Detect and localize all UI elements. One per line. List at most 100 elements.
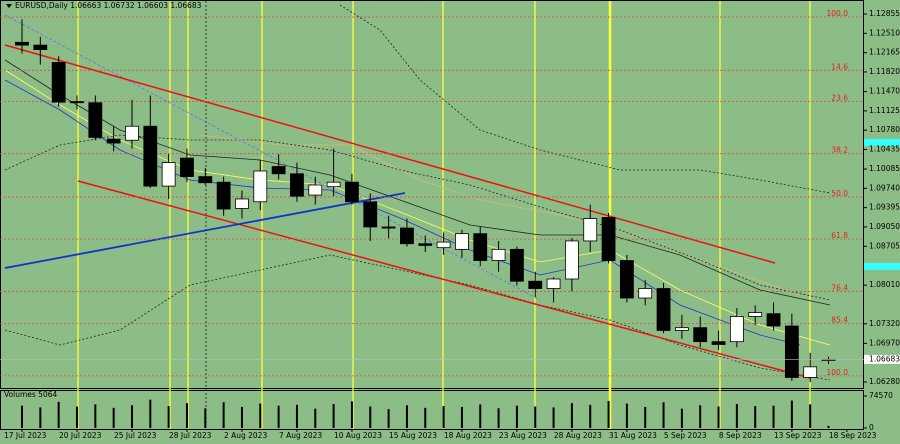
moving-average	[199, 134, 801, 296]
volume-bar	[699, 405, 702, 428]
y-tick-label: 1.10780	[869, 125, 900, 134]
volume-bar	[607, 400, 610, 428]
volume-bar	[75, 406, 78, 428]
volume-bar	[515, 405, 518, 428]
candle-body	[381, 226, 396, 229]
candle-body	[51, 62, 66, 103]
x-tick-label: 28 Jul 2023	[169, 431, 212, 440]
volume-bar	[387, 409, 390, 428]
volume-bar	[479, 404, 482, 428]
bollinger-band	[4, 254, 831, 381]
candle-body	[436, 241, 451, 249]
fib-level-label: 76.4	[831, 283, 848, 292]
y-tick-label: 1.06280	[869, 377, 900, 386]
y-tick-label: 1.12165	[869, 48, 900, 57]
x-tick-label: 15 Aug 2023	[389, 431, 437, 440]
y-tick-label: 1.10085	[869, 164, 900, 173]
fib-level-label: 100.0	[827, 9, 849, 18]
volume-bar	[149, 399, 152, 428]
x-tick-label: 28 Aug 2023	[554, 431, 602, 440]
volume-bar	[680, 408, 683, 428]
candle-body	[15, 41, 29, 46]
x-tick-label: 8 Sep 2023	[719, 431, 762, 440]
bollinger-band	[4, 134, 831, 301]
candle-body	[308, 184, 323, 196]
volume-bar	[259, 403, 262, 428]
candle-body	[271, 166, 286, 175]
x-tick-label: 25 Jul 2023	[114, 431, 157, 440]
bollinger-band	[339, 4, 831, 194]
volume-bar	[662, 402, 665, 428]
candle-body	[363, 201, 378, 228]
fib-level-label: 61.8	[831, 231, 848, 240]
fib-level-label: 14.6	[831, 62, 848, 71]
candle-body	[473, 233, 488, 261]
volume-bar	[94, 404, 97, 428]
y-tick-label: 1.07320	[869, 319, 900, 328]
fib-level-label: 100.0	[827, 368, 849, 377]
candle-body	[766, 313, 781, 327]
y-tick-label: 74570	[869, 391, 893, 400]
volume-bar	[130, 405, 133, 428]
candle-body	[33, 44, 48, 50]
x-tick-label: 23 Aug 2023	[499, 431, 547, 440]
volume-bar	[222, 402, 225, 428]
candle-body	[253, 170, 268, 203]
candle-body	[88, 102, 103, 138]
candle-body	[161, 162, 176, 187]
volume-bar	[827, 425, 830, 428]
candle-body	[693, 327, 708, 343]
candle-body	[125, 125, 139, 141]
menu-icon[interactable]	[6, 4, 12, 8]
volume-bar	[405, 405, 408, 428]
candle-body	[290, 173, 304, 197]
y-tick-label: 1.08010	[869, 280, 900, 289]
candle-body	[729, 316, 744, 343]
volume-bar	[332, 403, 335, 428]
candle-body	[400, 227, 414, 245]
volume-bar	[534, 406, 537, 428]
y-tick-label: 1.09740	[869, 183, 900, 192]
volume-bar	[809, 404, 812, 428]
x-tick-label: 20 Jul 2023	[59, 431, 102, 440]
y-tick-label: 1.12855	[869, 9, 900, 18]
volume-bar	[21, 405, 23, 428]
candle-body	[601, 217, 616, 261]
y-tick-label: 1.09395	[869, 203, 900, 212]
volume-bar	[552, 407, 555, 428]
y-tick-label: 1.12510	[869, 28, 900, 37]
x-tick-label: 5 Sep 2023	[664, 431, 707, 440]
volume-bar	[314, 408, 317, 428]
trend-line	[4, 14, 541, 301]
volume-bar	[717, 406, 720, 428]
candle-body	[198, 176, 213, 184]
y-tick-label: 1.11820	[869, 67, 900, 76]
volume-bar	[460, 406, 463, 428]
moving-average	[4, 79, 801, 346]
candle-body	[143, 125, 158, 187]
volume-bar	[204, 408, 207, 428]
fib-level-label: 50.0	[831, 189, 848, 198]
volume-bar	[185, 403, 188, 428]
volume-bar	[570, 403, 573, 428]
candle-body	[235, 198, 249, 209]
candle-body	[674, 327, 689, 331]
candle-body	[326, 181, 341, 188]
x-tick-label: 2 Aug 2023	[224, 431, 267, 440]
level-marker	[864, 139, 900, 146]
x-tick-label: 31 Aug 2023	[609, 431, 657, 440]
fib-level-label: 38.2	[831, 146, 848, 155]
candle-body	[345, 181, 359, 203]
volume-bar	[735, 403, 738, 428]
last-price-box	[864, 354, 900, 364]
volume-bar	[754, 406, 757, 428]
candle-body	[418, 243, 433, 246]
volume-bar	[625, 403, 628, 428]
volume-panel	[0, 390, 864, 430]
y-tick-label: 1.09050	[869, 222, 900, 231]
fib-level-label: 23.6	[831, 93, 848, 102]
x-tick-label: 18 Sep 2023	[829, 431, 877, 440]
